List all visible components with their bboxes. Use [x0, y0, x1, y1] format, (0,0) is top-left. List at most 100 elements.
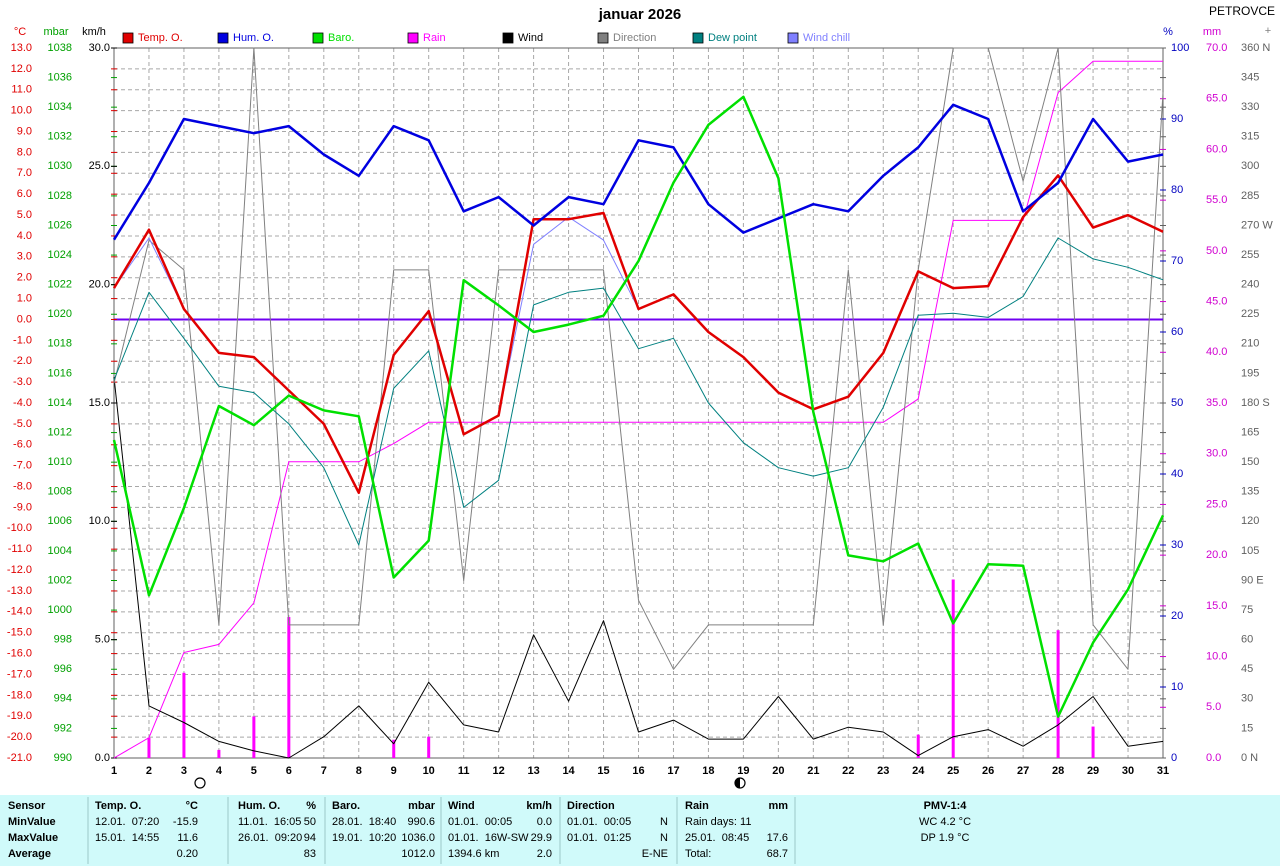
x-tick-label: 21: [807, 765, 819, 777]
x-tick-label: 13: [527, 765, 539, 777]
table-header: Hum. O.: [238, 800, 280, 812]
y-tick-label: 1018: [48, 338, 72, 350]
y-tick-label: 998: [54, 634, 72, 646]
y-tick-label: 0 N: [1241, 752, 1258, 764]
x-tick-label: 2: [146, 765, 152, 777]
table-header: Sensor: [8, 800, 46, 812]
table-header: %: [306, 800, 316, 812]
series-line: [113, 237, 1164, 546]
y-tick-label: 12.0: [11, 63, 32, 75]
y-tick-label: 30.0: [1206, 448, 1227, 460]
y-tick-label: 1002: [48, 574, 72, 586]
rain-bar: [1056, 630, 1060, 758]
x-tick-label: 16: [632, 765, 644, 777]
y-tick-label: -11.0: [8, 543, 32, 555]
y-tick-label: 11.0: [11, 84, 32, 96]
y-tick-label: 1038: [48, 42, 72, 54]
y-tick-label: 1022: [48, 279, 72, 291]
table-cell: MaxValue: [8, 832, 58, 844]
table-cell: N: [660, 832, 668, 844]
legend-swatch: [787, 32, 799, 44]
y-tick-label: 180 S: [1241, 397, 1270, 409]
y-tick-label: 270 W: [1241, 219, 1273, 231]
x-tick-label: 18: [702, 765, 714, 777]
y-tick-label: 1034: [48, 101, 72, 113]
table-cell: 01.01. 01:25: [567, 832, 631, 844]
y-tick-label: 1004: [48, 545, 72, 557]
table-header: °C: [186, 800, 198, 812]
y-tick-label: -12.0: [7, 564, 32, 576]
y-tick-label: 5.0: [17, 209, 32, 221]
table-header: Baro.: [332, 800, 360, 812]
new-moon-shade: [735, 778, 740, 788]
y-tick-label: 10: [1171, 681, 1183, 693]
table-cell: 15.01. 14:55: [95, 832, 159, 844]
y-tick-label: 40.0: [1206, 346, 1227, 358]
y-tick-label: -3.0: [13, 376, 32, 388]
axis-unit: %: [1163, 26, 1173, 38]
rain-bar: [951, 579, 955, 758]
legend-swatch: [122, 32, 134, 44]
x-tick-label: 24: [912, 765, 925, 777]
table-cell: 50: [304, 816, 316, 828]
y-tick-label: 1010: [48, 456, 72, 468]
series-line: [113, 376, 1164, 759]
legend-label: Rain: [423, 32, 446, 44]
y-tick-label: 285: [1241, 190, 1259, 202]
y-tick-label: 2.0: [17, 272, 32, 284]
stats-background: [0, 795, 1280, 866]
y-tick-label: 1026: [48, 219, 72, 231]
y-tick-label: 60: [1171, 326, 1183, 338]
legend-swatch: [312, 32, 324, 44]
table-cell: 01.01. 16W-SW: [448, 832, 529, 844]
y-tick-label: 195: [1241, 367, 1259, 379]
table-cell: 01.01. 00:05: [448, 816, 512, 828]
y-tick-label: 3.0: [17, 251, 32, 263]
y-tick-label: 75: [1241, 604, 1253, 616]
rain-bar: [916, 734, 920, 758]
x-tick-label: 14: [562, 765, 575, 777]
series-line: [112, 95, 1165, 718]
y-tick-label: 150: [1241, 456, 1259, 468]
table-cell: 68.7: [767, 848, 788, 860]
y-tick-label: 60: [1241, 634, 1253, 646]
table-cell: -15.9: [173, 816, 198, 828]
table-cell: 28.01. 18:40: [332, 816, 396, 828]
y-tick-label: 100: [1171, 42, 1189, 54]
table-header: PMV-1:4: [924, 800, 968, 812]
y-tick-label: 10.0: [11, 105, 32, 117]
y-tick-label: 0: [1171, 752, 1177, 764]
y-tick-label: 7.0: [17, 167, 32, 179]
x-tick-label: 31: [1157, 765, 1169, 777]
x-tick-label: 22: [842, 765, 854, 777]
table-cell: Total:: [685, 848, 711, 860]
x-tick-label: 9: [391, 765, 397, 777]
table-cell: 11.01. 16:05: [238, 816, 301, 828]
y-tick-label: 9.0: [17, 125, 32, 137]
y-tick-label: -6.0: [13, 439, 32, 451]
x-tick-label: 12: [493, 765, 505, 777]
y-tick-label: 255: [1241, 249, 1259, 261]
legend-swatch: [692, 32, 704, 44]
legend-label: Wind: [518, 32, 543, 44]
legend-swatch: [217, 32, 229, 44]
y-tick-label: 90: [1171, 113, 1183, 125]
y-tick-label: 990: [54, 752, 72, 764]
x-tick-label: 28: [1052, 765, 1064, 777]
table-cell: 0.0: [537, 816, 552, 828]
y-tick-label: 300: [1241, 160, 1259, 172]
table-cell: 0.20: [177, 848, 198, 860]
y-tick-label: 70.0: [1206, 42, 1227, 54]
table-cell: Average: [8, 848, 51, 860]
y-tick-label: 40: [1171, 468, 1183, 480]
y-tick-label: 4.0: [17, 230, 32, 242]
x-tick-label: 26: [982, 765, 994, 777]
table-cell: 17.6: [767, 832, 788, 844]
y-tick-label: -19.0: [7, 710, 32, 722]
y-tick-label: 50.0: [1206, 245, 1227, 257]
y-tick-label: 135: [1241, 486, 1259, 498]
table-header: Rain: [685, 800, 709, 812]
legend-label: Direction: [613, 32, 656, 44]
series-line: [112, 174, 1164, 495]
